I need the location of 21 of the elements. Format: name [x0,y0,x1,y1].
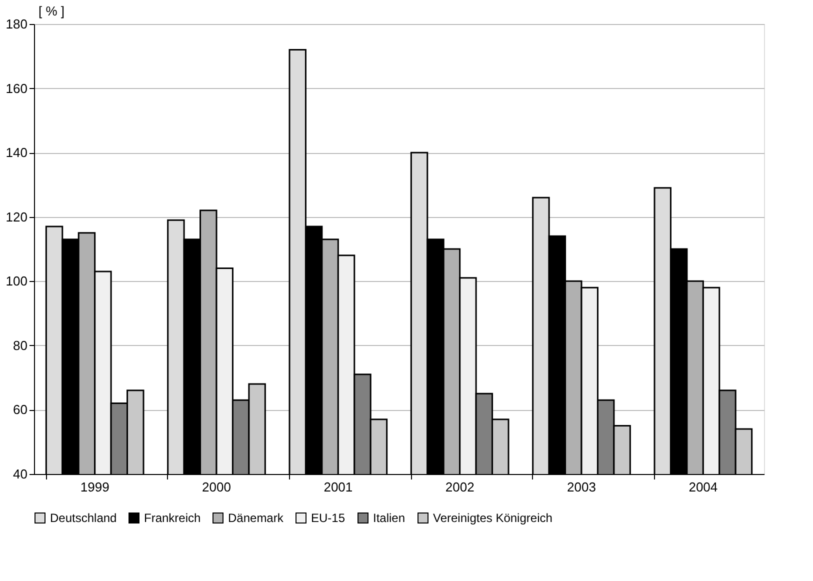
legend-label: Vereinigtes Königreich [433,511,552,525]
y-tick-label: 120 [6,209,28,224]
x-tick-label: 2002 [445,480,474,494]
legend-label: EU-15 [311,511,346,525]
x-tick-label: 2000 [202,480,231,494]
legend-label: Dänemark [228,511,284,525]
y-tick-label: 60 [13,402,28,418]
x-tick-label: 2003 [567,480,596,494]
legend-label: Frankreich [144,511,201,525]
legend-label: Deutschland [50,511,117,525]
y-tick-label: 160 [6,80,28,96]
legend-label: Italien [373,511,406,525]
y-tick-label: 80 [13,338,28,353]
y-tick-label: 40 [13,466,28,482]
y-axis-title: [ % ] [38,4,65,18]
y-tick-label: 140 [6,145,28,160]
x-tick-label: 2001 [324,480,353,494]
x-tick-label: 1999 [80,480,110,494]
y-tick-label: 180 [6,16,28,32]
x-tick-label: 2004 [688,480,718,494]
y-tick-label: 100 [6,274,28,289]
